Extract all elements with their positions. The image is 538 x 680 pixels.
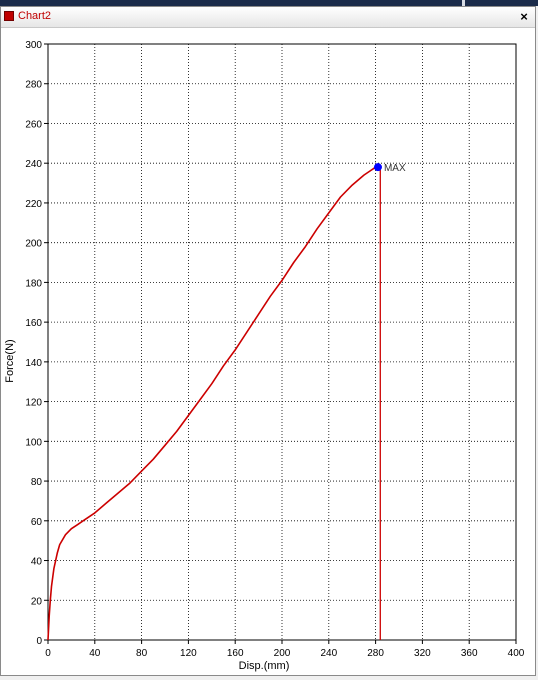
y-tick-label: 0 <box>36 636 42 647</box>
y-tick-label: 220 <box>25 199 42 210</box>
series-group <box>47 166 377 641</box>
force-displacement-curve <box>47 166 377 641</box>
window-title: Chart2 <box>18 10 52 22</box>
grid-lines <box>48 44 516 640</box>
x-tick-label: 320 <box>414 648 431 659</box>
x-tick-label: 240 <box>320 648 337 659</box>
y-tick-label: 80 <box>31 477 43 488</box>
x-tick-label: 80 <box>136 648 148 659</box>
y-tick-label: 40 <box>31 557 43 568</box>
x-tick-label: 360 <box>461 648 478 659</box>
y-tick-label: 200 <box>25 239 42 250</box>
x-tick-label: 0 <box>45 648 51 659</box>
y-tick-label: 300 <box>25 40 42 51</box>
annotation-group: MAX <box>373 163 406 640</box>
chart-window: Chart2 × 0 20 40 60 80 100 120 140 160 180 200 220 2… <box>0 6 536 676</box>
x-tick-label: 40 <box>89 648 101 659</box>
x-tick-label: 400 <box>508 648 525 659</box>
x-tick-label: 120 <box>180 648 197 659</box>
top-bar <box>0 0 538 6</box>
max-marker <box>373 163 382 172</box>
y-tick-label: 120 <box>25 398 42 409</box>
y-tick-labels: 0 20 40 60 80 100 120 140 160 180 200 220 240 260 280 3… <box>25 40 48 647</box>
top-bar-separator <box>462 0 465 6</box>
y-tick-label: 280 <box>25 80 42 91</box>
x-axis-label: Disp.(mm) <box>239 660 290 672</box>
y-tick-label: 60 <box>31 517 43 528</box>
max-label: MAX <box>384 163 406 174</box>
chart-svg: 0 20 40 60 80 100 120 140 160 180 200 220 240 260 280 3… <box>4 40 525 672</box>
chart-window-icon <box>4 11 14 21</box>
y-tick-label: 260 <box>25 119 42 130</box>
x-tick-labels: 0 40 80 120 160 200 240 280 320 360 400 <box>45 640 525 659</box>
y-tick-label: 180 <box>25 278 42 289</box>
y-axis-label: Force(N) <box>4 339 16 382</box>
y-tick-label: 100 <box>25 437 42 448</box>
title-bar[interactable]: Chart2 × <box>1 7 535 28</box>
close-button[interactable]: × <box>520 9 528 24</box>
y-tick-label: 240 <box>25 159 42 170</box>
x-tick-label: 160 <box>227 648 244 659</box>
y-tick-label: 140 <box>25 358 42 369</box>
y-tick-label: 160 <box>25 318 42 329</box>
y-tick-label: 20 <box>31 596 43 607</box>
x-tick-label: 200 <box>274 648 291 659</box>
chart-area: 0 20 40 60 80 100 120 140 160 180 200 220 240 260 280 3… <box>1 28 535 675</box>
x-tick-label: 280 <box>367 648 384 659</box>
